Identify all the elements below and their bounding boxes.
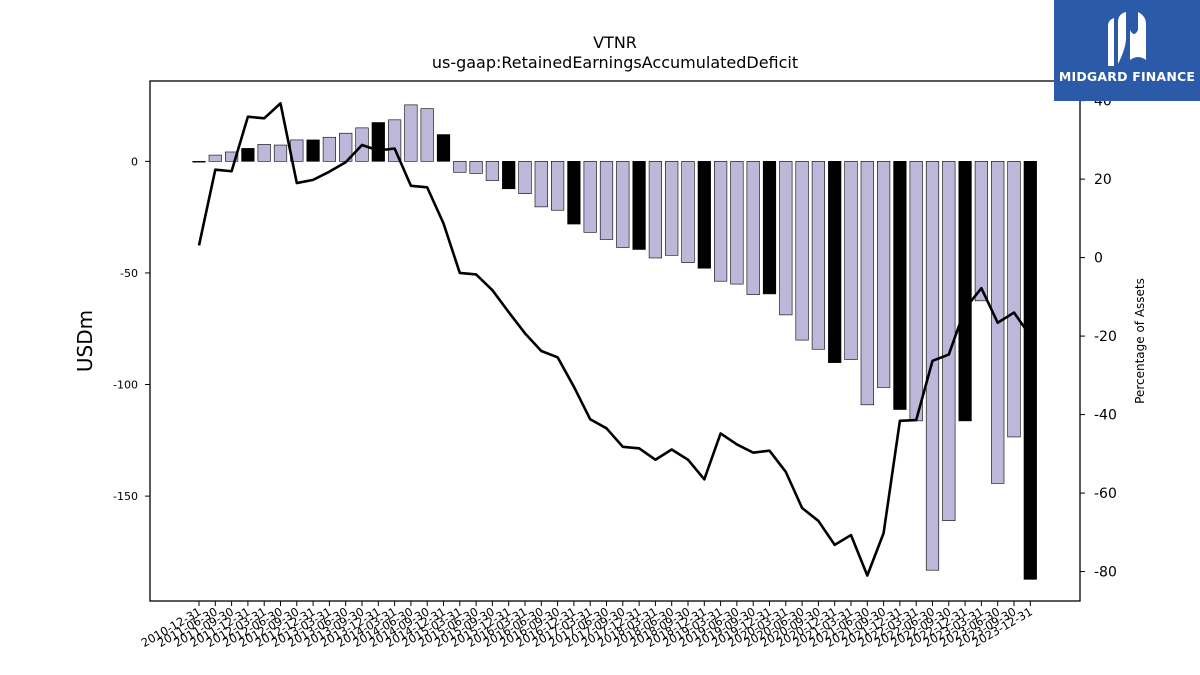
bar-2019-09-30 <box>746 161 760 295</box>
y-axis-label: USDm <box>73 310 97 372</box>
series-line-percentage-of-assets <box>197 102 1032 577</box>
bar-2021-09-30 <box>876 161 891 388</box>
bar-2015-06-30 <box>469 161 483 174</box>
bar-2022-09-30 <box>942 161 956 521</box>
bars-layer <box>192 104 1037 580</box>
bar-2017-09-30 <box>616 161 630 248</box>
bar-2014-06-30 <box>404 104 418 162</box>
bar-2016-09-30 <box>550 161 565 211</box>
bar-2020-03-31 <box>779 161 793 316</box>
bar-2022-12-31 <box>958 161 972 422</box>
bar-2011-06-30 <box>208 154 222 162</box>
x-axis: 2010-12-312011-06-302011-09-302011-12-31… <box>139 601 1035 650</box>
y-tick-label: 0 <box>131 155 138 168</box>
midgard-finance-logo: MIDGARD FINANCE <box>1054 0 1200 101</box>
bar-2016-12-31 <box>567 161 581 225</box>
bar-2018-03-31 <box>648 161 662 259</box>
bar-2011-12-31 <box>241 148 255 162</box>
bar-2017-06-30 <box>599 161 614 240</box>
bar-2012-06-30 <box>273 144 288 162</box>
y-tick-label: -150 <box>113 490 138 503</box>
bar-2023-09-30 <box>1007 161 1021 438</box>
logo-text: MIDGARD FINANCE <box>1058 69 1196 84</box>
bar-2022-03-31 <box>909 161 923 422</box>
bar-2014-12-31 <box>436 134 451 162</box>
y-axis-left: 0 -50 -100 -150 <box>113 155 150 503</box>
bar-2015-09-30 <box>485 161 500 181</box>
bar-2023-12-31 <box>1023 161 1037 580</box>
bar-2023-03-31 <box>974 161 988 302</box>
bar-2013-03-31 <box>322 136 337 162</box>
bar-2016-03-31 <box>518 161 532 194</box>
y2-tick-label: 0 <box>1094 251 1103 267</box>
bar-2021-12-31 <box>893 161 907 410</box>
line-layer <box>197 102 1032 577</box>
y2-tick-label: -80 <box>1094 565 1117 581</box>
bar-2022-06-30 <box>925 161 940 571</box>
bar-2019-06-30 <box>730 161 744 285</box>
bar-2014-03-31 <box>387 119 402 162</box>
chart-title: VTNR <box>593 33 637 52</box>
bar-2020-12-31 <box>828 161 842 363</box>
bar-2010-12-31 <box>192 161 206 163</box>
bar-2017-03-31 <box>583 161 597 233</box>
bar-2015-03-31 <box>453 161 467 173</box>
y2-axis-label: Percentage of Assets <box>1133 278 1147 404</box>
bar-2020-06-30 <box>795 161 809 341</box>
bar-2017-12-31 <box>632 161 646 250</box>
y2-tick-label: -60 <box>1094 486 1117 502</box>
bar-2012-03-31 <box>257 144 271 162</box>
y2-tick-label: -40 <box>1094 408 1117 424</box>
bar-2019-12-31 <box>762 161 777 295</box>
bar-2016-06-30 <box>534 161 548 208</box>
logo-mark-icon <box>1108 12 1146 66</box>
bar-2018-12-31 <box>697 161 711 269</box>
bar-2013-12-31 <box>371 122 385 162</box>
bar-2021-03-31 <box>844 161 858 360</box>
y-tick-label: -50 <box>120 267 138 280</box>
y2-tick-label: 20 <box>1094 172 1112 188</box>
bar-2012-12-31 <box>306 139 320 162</box>
bar-2011-09-30 <box>225 151 239 162</box>
plot-frame <box>149 80 1081 602</box>
bar-2015-12-31 <box>502 161 516 190</box>
y-tick-label: -100 <box>113 379 138 392</box>
bar-2019-03-31 <box>713 161 728 282</box>
bar-2018-09-30 <box>681 161 695 263</box>
bar-2014-09-30 <box>420 108 434 162</box>
bar-2020-09-30 <box>811 161 825 350</box>
bar-2018-06-30 <box>665 161 679 256</box>
chart-subtitle: us-gaap:RetainedEarningsAccumulatedDefic… <box>432 53 798 72</box>
bar-2021-06-30 <box>860 161 874 406</box>
y2-tick-label: -20 <box>1094 329 1117 345</box>
